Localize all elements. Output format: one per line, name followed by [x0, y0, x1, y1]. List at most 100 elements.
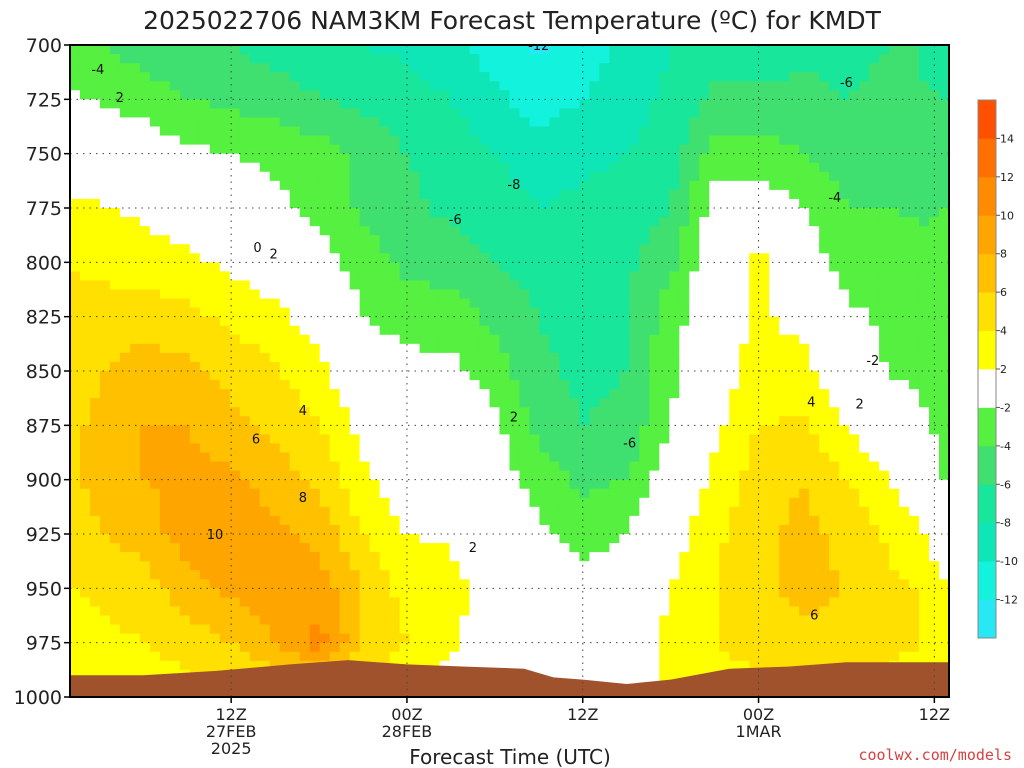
temperature-cell	[409, 425, 421, 435]
temperature-cell	[729, 461, 740, 472]
temperature-cell	[719, 289, 730, 300]
temperature-cell	[229, 54, 241, 64]
temperature-cell	[449, 552, 461, 562]
temperature-cell	[389, 244, 401, 254]
temperature-cell	[439, 117, 451, 128]
temperature-cell	[379, 425, 391, 435]
temperature-cell	[599, 660, 610, 671]
temperature-cell	[349, 126, 361, 137]
temperature-cell	[449, 271, 461, 282]
temperature-cell	[669, 334, 680, 345]
temperature-cell	[649, 235, 660, 245]
temperature-cell	[739, 271, 750, 282]
temperature-cell	[479, 244, 491, 254]
temperature-cell	[549, 371, 561, 381]
temperature-cell	[269, 72, 281, 82]
temperature-cell	[399, 226, 411, 236]
temperature-cell	[169, 479, 181, 490]
temperature-cell	[139, 189, 151, 200]
temperature-cell	[469, 497, 481, 508]
temperature-cell	[649, 117, 660, 128]
temperature-cell	[709, 660, 720, 671]
temperature-cell	[139, 506, 151, 517]
temperature-cell	[639, 443, 650, 454]
temperature-cell	[659, 552, 670, 562]
temperature-cell	[709, 615, 720, 626]
temperature-cell	[229, 461, 241, 472]
temperature-cell	[539, 597, 551, 608]
temperature-cell	[679, 570, 690, 580]
temperature-cell	[249, 289, 261, 300]
temperature-cell	[699, 316, 710, 327]
temperature-cell	[369, 135, 381, 146]
temperature-cell	[509, 244, 521, 254]
temperature-cell	[329, 217, 341, 227]
temperature-cell	[239, 633, 251, 644]
temperature-cell	[589, 398, 600, 408]
temperature-cell	[389, 488, 401, 499]
temperature-cell	[369, 316, 381, 327]
temperature-cell	[459, 434, 471, 445]
temperature-cell	[349, 470, 361, 481]
temperature-cell	[239, 144, 251, 155]
temperature-cell	[449, 289, 461, 300]
temperature-cell	[119, 488, 131, 499]
temperature-cell	[609, 72, 620, 82]
temperature-cell	[649, 334, 660, 345]
temperature-cell	[109, 380, 121, 390]
temperature-cell	[219, 271, 231, 282]
temperature-cell	[129, 343, 141, 354]
temperature-cell	[279, 534, 291, 544]
temperature-cell	[409, 615, 421, 626]
temperature-cell	[179, 524, 191, 535]
temperature-cell	[499, 162, 511, 173]
temperature-cell	[159, 271, 171, 282]
temperature-cell	[599, 669, 610, 680]
temperature-cell	[499, 325, 511, 336]
temperature-cell	[749, 334, 760, 345]
temperature-cell	[109, 515, 121, 526]
temperature-cell	[599, 579, 610, 589]
temperature-cell	[359, 126, 371, 137]
temperature-cell	[369, 534, 381, 544]
temperature-cell	[119, 298, 131, 309]
temperature-cell	[749, 226, 760, 236]
temperature-cell	[719, 660, 730, 671]
temperature-cell	[629, 561, 640, 571]
temperature-cell	[139, 135, 151, 146]
temperature-cell	[639, 280, 650, 291]
temperature-cell	[689, 416, 700, 426]
temperature-cell	[579, 669, 591, 680]
temperature-cell	[329, 180, 341, 191]
temperature-cell	[499, 651, 511, 662]
temperature-cell	[499, 588, 511, 598]
temperature-cell	[209, 579, 221, 589]
temperature-cell	[659, 479, 670, 490]
temperature-cell	[319, 615, 331, 626]
temperature-cell	[649, 434, 660, 445]
temperature-cell	[629, 398, 640, 408]
temperature-cell	[569, 615, 581, 626]
temperature-cell	[159, 63, 171, 73]
temperature-cell	[379, 651, 391, 662]
temperature-cell	[589, 524, 600, 535]
temperature-cell	[349, 99, 361, 109]
temperature-cell	[279, 189, 291, 200]
temperature-cell	[429, 162, 441, 173]
temperature-cell	[339, 561, 351, 571]
temperature-cell	[309, 425, 321, 435]
temperature-cell	[199, 262, 211, 272]
temperature-cell	[139, 479, 151, 490]
temperature-cell	[89, 488, 101, 499]
temperature-cell	[449, 597, 461, 608]
temperature-cell	[609, 198, 620, 209]
temperature-cell	[179, 226, 191, 236]
temperature-cell	[549, 253, 561, 263]
temperature-cell	[549, 343, 561, 354]
temperature-cell	[209, 325, 221, 336]
temperature-cell	[449, 244, 461, 254]
temperature-cell	[359, 534, 371, 544]
temperature-cell	[459, 271, 471, 282]
temperature-cell	[89, 235, 101, 245]
temperature-cell	[289, 126, 301, 137]
